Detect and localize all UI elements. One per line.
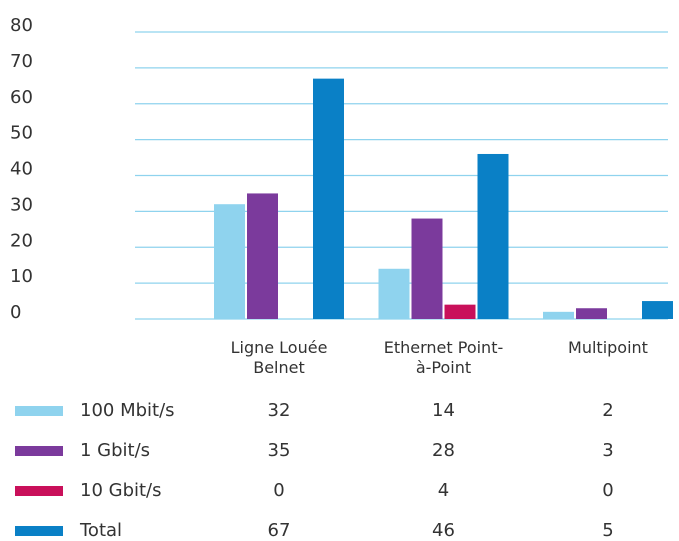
table-value: 2 (602, 400, 613, 421)
x-tick-label: Ethernet Point-à-Point (383, 338, 504, 377)
legend-swatch (15, 406, 63, 416)
x-tick-label: Ligne Louée Belnet (230, 338, 328, 377)
table-value: 32 (268, 400, 291, 421)
bar (477, 153, 509, 319)
x-tick-label: Multipoint (568, 338, 648, 357)
y-tick-label: 60 (10, 87, 33, 108)
bar (444, 304, 476, 319)
legend-swatch (15, 486, 63, 496)
bar (411, 218, 443, 319)
table-value: 5 (602, 520, 613, 541)
bar (378, 268, 410, 319)
legend-swatch (15, 526, 63, 536)
table-value: 4 (438, 480, 449, 501)
legend-label: 1 Gbit/s (80, 440, 150, 461)
y-tick-label: 50 (10, 123, 33, 144)
table-value: 67 (268, 520, 291, 541)
bar (576, 308, 607, 319)
bar (543, 311, 574, 319)
y-tick-label: 0 (10, 302, 21, 323)
table-value: 14 (432, 400, 455, 421)
table-value: 0 (602, 480, 613, 501)
legend-label: 100 Mbit/s (80, 400, 175, 421)
table-value: 46 (432, 520, 455, 541)
y-tick-label: 10 (10, 266, 33, 287)
y-tick-label: 40 (10, 159, 33, 180)
table-value: 0 (273, 480, 284, 501)
table-value: 28 (432, 440, 455, 461)
bar (313, 78, 344, 319)
bar (247, 193, 278, 319)
legend-label: 10 Gbit/s (80, 480, 162, 501)
y-tick-label: 80 (10, 15, 33, 36)
y-tick-label: 70 (10, 51, 33, 72)
legend-swatch (15, 446, 63, 456)
bar (214, 204, 245, 319)
y-tick-label: 30 (10, 194, 33, 215)
table-value: 35 (268, 440, 291, 461)
legend-label: Total (79, 520, 122, 541)
y-tick-label: 20 (10, 230, 33, 251)
bar (642, 301, 673, 319)
table-value: 3 (602, 440, 613, 461)
